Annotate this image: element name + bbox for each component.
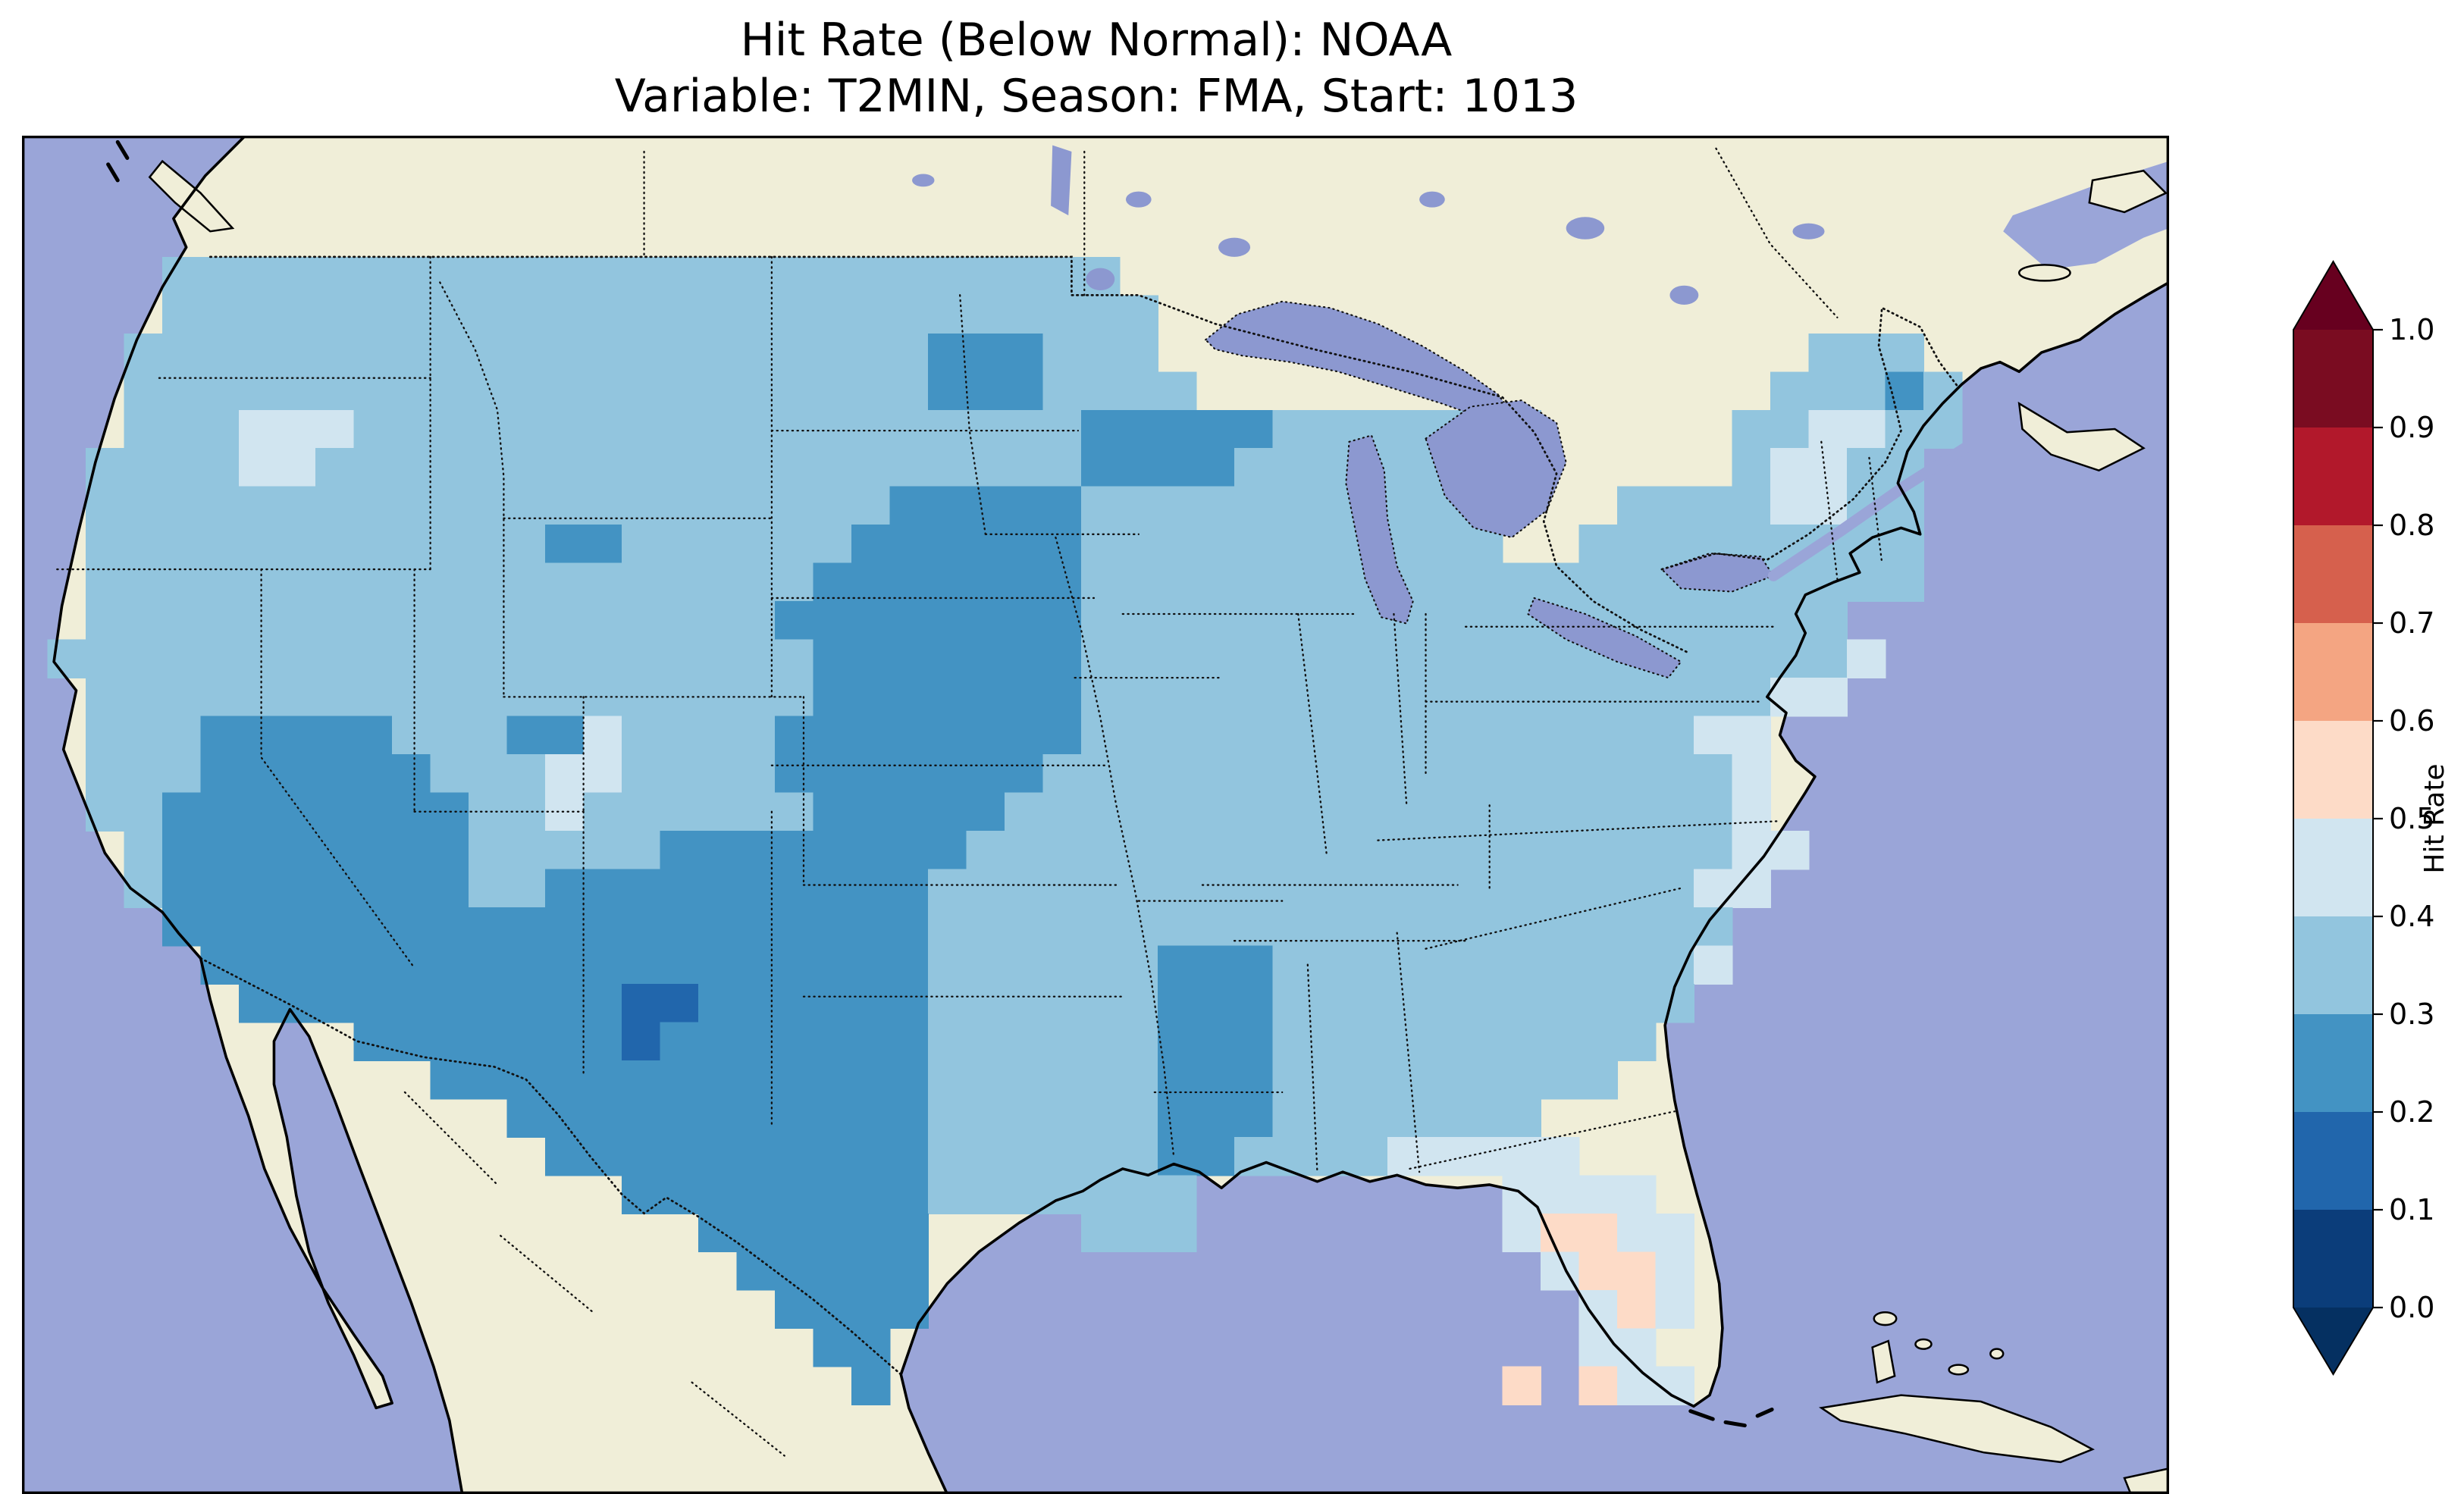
small-lake <box>1792 223 1825 240</box>
small-lake <box>1125 191 1152 208</box>
bahama-island <box>1948 1364 1970 1376</box>
svg-text:0.0: 0.0 <box>2389 1291 2434 1324</box>
svg-text:0.6: 0.6 <box>2389 704 2434 738</box>
nova-scotia <box>2017 401 2146 472</box>
data-grid <box>47 256 1963 1406</box>
bahama-island <box>1873 1311 1898 1326</box>
colorbar-label: Hit Rate <box>2419 763 2450 873</box>
axes-frame <box>22 136 2169 1494</box>
lake-erie <box>1526 597 1682 679</box>
small-lake <box>912 174 935 187</box>
bahama-island <box>1914 1338 1933 1350</box>
colorbar-body: 1.0 0.9 0.8 0.7 0.6 0.5 0.4 0.3 0.2 0.1 0.0 <box>2293 260 2434 1376</box>
svg-text:0.3: 0.3 <box>2389 998 2434 1031</box>
lake-michigan <box>1345 434 1414 625</box>
svg-text:0.9: 0.9 <box>2389 411 2434 444</box>
colorbar: 1.0 0.9 0.8 0.7 0.6 0.5 0.4 0.3 0.2 0.1 0.0 Hit Ra… <box>2293 260 2450 1376</box>
lake-winnipeg <box>1051 145 1072 216</box>
small-lake <box>1419 191 1445 208</box>
lake-huron <box>1425 399 1567 539</box>
figure-title-line1: Hit Rate (Below Normal): NOAA <box>740 14 1453 67</box>
svg-text:0.1: 0.1 <box>2389 1193 2434 1226</box>
florida-keys <box>1688 1408 1774 1428</box>
haida-gwaii-islets <box>106 139 130 183</box>
anticosti-island <box>2017 264 2071 282</box>
us-mexico-border <box>199 957 902 1376</box>
figure-title-line2: Variable: T2MIN, Season: FMA, Start: 101… <box>614 70 1578 123</box>
cuba <box>1818 1394 2095 1464</box>
st-lawrence-river <box>1767 442 1971 581</box>
svg-text:0.2: 0.2 <box>2389 1095 2434 1129</box>
small-lake <box>1218 237 1251 257</box>
state-borders <box>56 147 1883 1457</box>
svg-text:0.5: 0.5 <box>2389 802 2434 835</box>
small-lake <box>1566 217 1605 240</box>
svg-text:0.7: 0.7 <box>2389 606 2434 640</box>
lake-of-the-woods <box>1086 268 1115 291</box>
us-canada-border <box>208 255 1960 653</box>
caribbean-islands <box>1688 1311 2169 1494</box>
andros-island <box>1871 1339 1896 1384</box>
bahama-island <box>1989 1348 2005 1360</box>
hispaniola <box>2123 1467 2169 1494</box>
svg-text:0.4: 0.4 <box>2389 900 2434 933</box>
svg-text:0.8: 0.8 <box>2389 509 2434 542</box>
figure-title: Hit Rate (Below Normal): NOAA Variable: … <box>23 12 2170 124</box>
small-lake <box>1669 285 1699 305</box>
newfoundland-island <box>2088 169 2168 214</box>
svg-text:1.0: 1.0 <box>2389 313 2434 346</box>
canada-lakes <box>912 145 1825 305</box>
map-canvas <box>22 136 2169 1494</box>
